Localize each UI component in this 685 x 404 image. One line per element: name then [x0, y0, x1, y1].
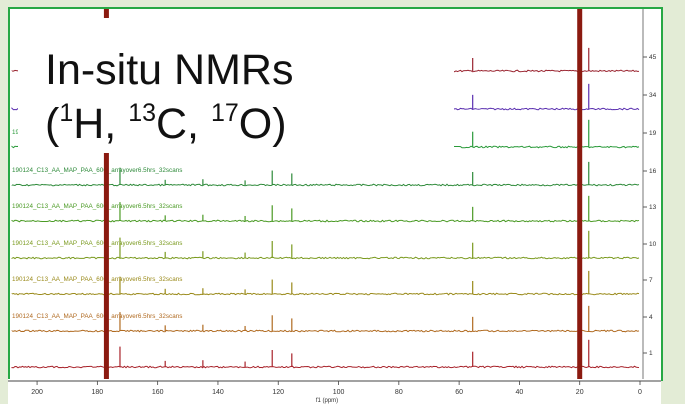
title-line-2: (1H, 13C, 17O) — [45, 100, 287, 149]
x-axis: f1 (ppm) 200 180 160 140 120 100 80 60 40 20 0 — [8, 379, 661, 404]
x-tick-label: 140 — [212, 389, 224, 396]
y-tick-label: 10 — [649, 241, 657, 248]
x-tick-label: 60 — [455, 389, 463, 396]
title-text: H, — [73, 100, 129, 148]
y-tick-label: 16 — [649, 168, 657, 175]
trace-label: 190124_C13_AA_MAP_PAA_60C_arrayover6.5hr… — [12, 313, 182, 320]
x-tick-label: 40 — [516, 389, 524, 396]
title-text: O) — [238, 100, 287, 148]
title-text: C, — [156, 100, 211, 148]
y-tick-label: 7 — [649, 277, 653, 284]
reference-line — [103, 9, 109, 379]
isotope-number: 17 — [210, 99, 239, 127]
title-text: ( — [45, 100, 60, 148]
spectrum-trace — [11, 183, 640, 187]
x-tick-label: 160 — [152, 389, 164, 396]
trace-label: 190124_C13_AA_MAP_PAA_60C_arrayover6.5hr… — [12, 203, 182, 210]
x-tick-label: 20 — [576, 389, 584, 396]
x-tick-label: 200 — [31, 389, 43, 396]
spectrum-trace — [11, 256, 640, 260]
y-tick-label: 4 — [649, 314, 653, 321]
spectrum-trace — [11, 329, 640, 333]
x-tick-label: 80 — [395, 389, 403, 396]
isotope-number: 13 — [128, 99, 156, 127]
trace-label: 190124_C13_AA_MAP_PAA_60C_arrayover6.5hr… — [12, 276, 182, 283]
spectrum-plot-frame: 45 34 190124_C13_AA_MAP_PAA_60C_arrayover6… — [8, 7, 663, 381]
x-tick-label: 120 — [272, 389, 284, 396]
reference-line — [577, 9, 583, 379]
y-tick-label: 45 — [649, 54, 657, 61]
title-box: In-situ NMRs (1H, 13C, 17O) — [18, 18, 454, 153]
trace-label: 190124_C13_AA_MAP_PAA_60C_arrayover6.5hr… — [12, 240, 182, 247]
x-tick-label: 180 — [92, 389, 104, 396]
x-tick-label: 100 — [333, 389, 345, 396]
trace-label: 190124_C13_AA_MAP_PAA_60C_arrayover6.5hr… — [12, 167, 182, 174]
y-tick-label: 13 — [649, 204, 657, 211]
x-axis-label: f1 (ppm) — [316, 398, 338, 404]
spectrum-trace — [11, 219, 640, 223]
y-tick-label: 34 — [649, 92, 657, 99]
x-axis-svg: f1 (ppm) 200 180 160 140 120 100 80 60 40 20 0 — [8, 380, 661, 404]
y-tick-label: 19 — [649, 130, 657, 137]
x-tick-label: 0 — [638, 389, 642, 396]
title-line-1: In-situ NMRs — [45, 46, 294, 94]
spectrum-trace — [11, 292, 640, 296]
y-tick-label: 1 — [649, 350, 653, 357]
isotope-number: 1 — [59, 99, 74, 127]
spectrum-trace — [11, 365, 640, 369]
